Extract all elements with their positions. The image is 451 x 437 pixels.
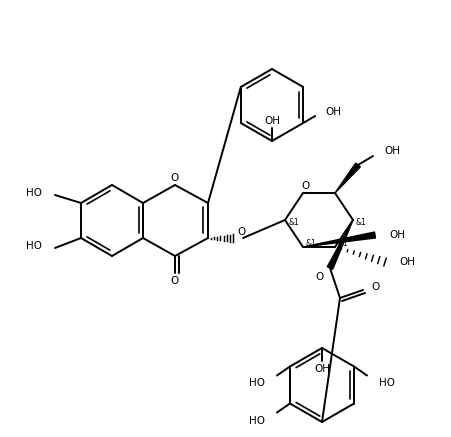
Text: OH: OH xyxy=(313,364,329,374)
Polygon shape xyxy=(327,220,352,269)
Text: HO: HO xyxy=(249,416,264,426)
Text: O: O xyxy=(371,282,379,292)
Text: &1: &1 xyxy=(305,239,316,249)
Polygon shape xyxy=(334,163,359,193)
Text: OH: OH xyxy=(398,257,414,267)
Text: O: O xyxy=(301,181,309,191)
Text: OH: OH xyxy=(388,230,404,240)
Text: O: O xyxy=(315,272,323,282)
Text: &1: &1 xyxy=(355,218,366,228)
Text: O: O xyxy=(170,173,179,183)
Text: OH: OH xyxy=(324,107,341,117)
Polygon shape xyxy=(302,232,375,247)
Text: OH: OH xyxy=(263,116,279,126)
Text: O: O xyxy=(237,227,246,237)
Text: HO: HO xyxy=(249,378,264,388)
Text: HO: HO xyxy=(378,378,394,388)
Text: OH: OH xyxy=(383,146,399,156)
Text: HO: HO xyxy=(26,241,42,251)
Text: HO: HO xyxy=(26,188,42,198)
Text: &1: &1 xyxy=(337,239,348,249)
Text: &1: &1 xyxy=(288,218,299,228)
Text: O: O xyxy=(170,276,179,286)
